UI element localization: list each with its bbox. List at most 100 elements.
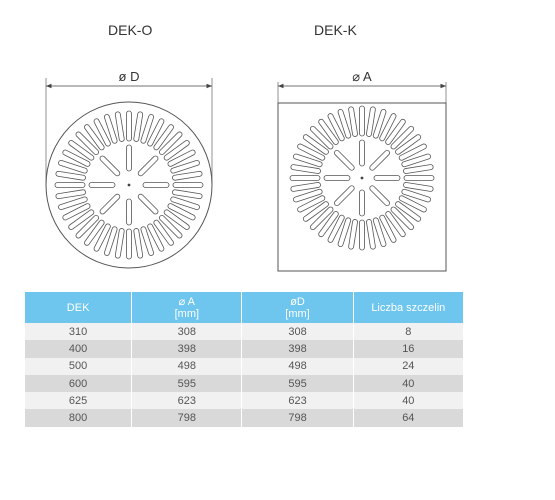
slot [293, 153, 323, 168]
cell-d: 798 [241, 409, 354, 427]
slot [68, 140, 95, 161]
slot [369, 185, 391, 207]
slot [84, 124, 105, 151]
slot [327, 214, 345, 243]
slot [75, 214, 100, 239]
slot [379, 113, 397, 142]
slot [385, 118, 406, 145]
slot [93, 118, 111, 147]
technical-drawing: ø D ⌀ A [45, 69, 447, 272]
cell-dek: 310 [25, 323, 133, 341]
cell-dek: 800 [25, 409, 133, 427]
slot [167, 203, 196, 221]
slot [297, 195, 326, 213]
slot [104, 114, 118, 144]
slot [401, 188, 431, 203]
slot [55, 189, 86, 200]
cell-slots: 64 [353, 409, 463, 427]
slot [390, 125, 415, 150]
dek-o-title: DEK-O [108, 22, 153, 38]
dek-k-slots [289, 105, 435, 251]
slot [126, 110, 132, 142]
slot [163, 140, 190, 161]
slot [372, 109, 387, 139]
table-row: 310 308 308 8 [25, 323, 463, 341]
cell-d: 398 [241, 340, 354, 358]
cell-dek: 600 [25, 374, 133, 393]
slot [398, 143, 427, 161]
slot [337, 217, 352, 247]
table-header-row: DEK ⌀ A [mm] øD [mm] Liczba szczelin [25, 292, 463, 323]
slot [359, 219, 365, 251]
slot [99, 155, 121, 177]
cell-d: 595 [241, 374, 354, 393]
header-d: øD [mm] [241, 292, 354, 323]
slot [385, 211, 406, 238]
slot [170, 196, 200, 210]
dek-k-dimension: ⌀ A [277, 69, 447, 103]
slot [114, 111, 125, 142]
slot [297, 143, 326, 161]
cell-slots: 24 [353, 357, 463, 375]
slot [147, 118, 165, 147]
slot [309, 206, 334, 231]
slot [366, 106, 376, 137]
slot [126, 198, 132, 226]
slot [88, 182, 116, 188]
table-row: 600 595 595 40 [25, 374, 463, 393]
dek-k-plate [277, 102, 447, 272]
cell-d: 498 [241, 357, 354, 375]
slot [348, 219, 358, 250]
cell-a: 308 [131, 323, 243, 341]
table-row: 400 398 398 16 [25, 340, 463, 358]
slot [359, 105, 365, 137]
slot [153, 124, 174, 151]
slot [163, 209, 190, 230]
slot [133, 228, 144, 259]
dek-k-title: DEK-K [314, 22, 357, 38]
slot [140, 226, 154, 256]
slot [323, 175, 351, 181]
slot [290, 182, 321, 192]
slot [142, 182, 170, 188]
slot [290, 164, 321, 174]
slot [401, 153, 431, 168]
slot [133, 111, 144, 142]
slot [403, 164, 434, 174]
slot [62, 149, 91, 167]
slot [348, 106, 358, 137]
slot [337, 109, 352, 139]
cell-a: 398 [131, 340, 243, 358]
cell-a: 595 [131, 374, 243, 393]
slot [309, 125, 334, 150]
table-row: 800 798 798 64 [25, 409, 463, 427]
dek-o-dimension: ø D [45, 69, 213, 185]
slot [403, 182, 434, 192]
slot [137, 155, 159, 177]
slot [366, 219, 376, 250]
dek-o-plate [45, 101, 213, 269]
cell-slots: 8 [353, 323, 463, 341]
cell-dek: 400 [25, 340, 133, 358]
cell-d: 308 [241, 323, 354, 341]
slot [62, 203, 91, 221]
spec-table: DEK ⌀ A [mm] øD [mm] Liczba szczelin 310 3… [25, 292, 463, 427]
slot [140, 114, 154, 144]
slot [58, 196, 88, 210]
cell-dek: 500 [25, 357, 133, 375]
cell-a: 798 [131, 409, 243, 427]
slot [158, 131, 183, 156]
slot [58, 160, 88, 174]
slot [333, 185, 355, 207]
slot [55, 170, 86, 181]
slot [99, 193, 121, 215]
slot [126, 144, 132, 172]
slot [75, 131, 100, 156]
slot [372, 217, 387, 247]
slot [293, 188, 323, 203]
slot [104, 226, 118, 256]
slot [333, 149, 355, 171]
cell-d: 623 [241, 392, 354, 410]
cell-slots: 40 [353, 392, 463, 410]
slot [359, 139, 365, 167]
